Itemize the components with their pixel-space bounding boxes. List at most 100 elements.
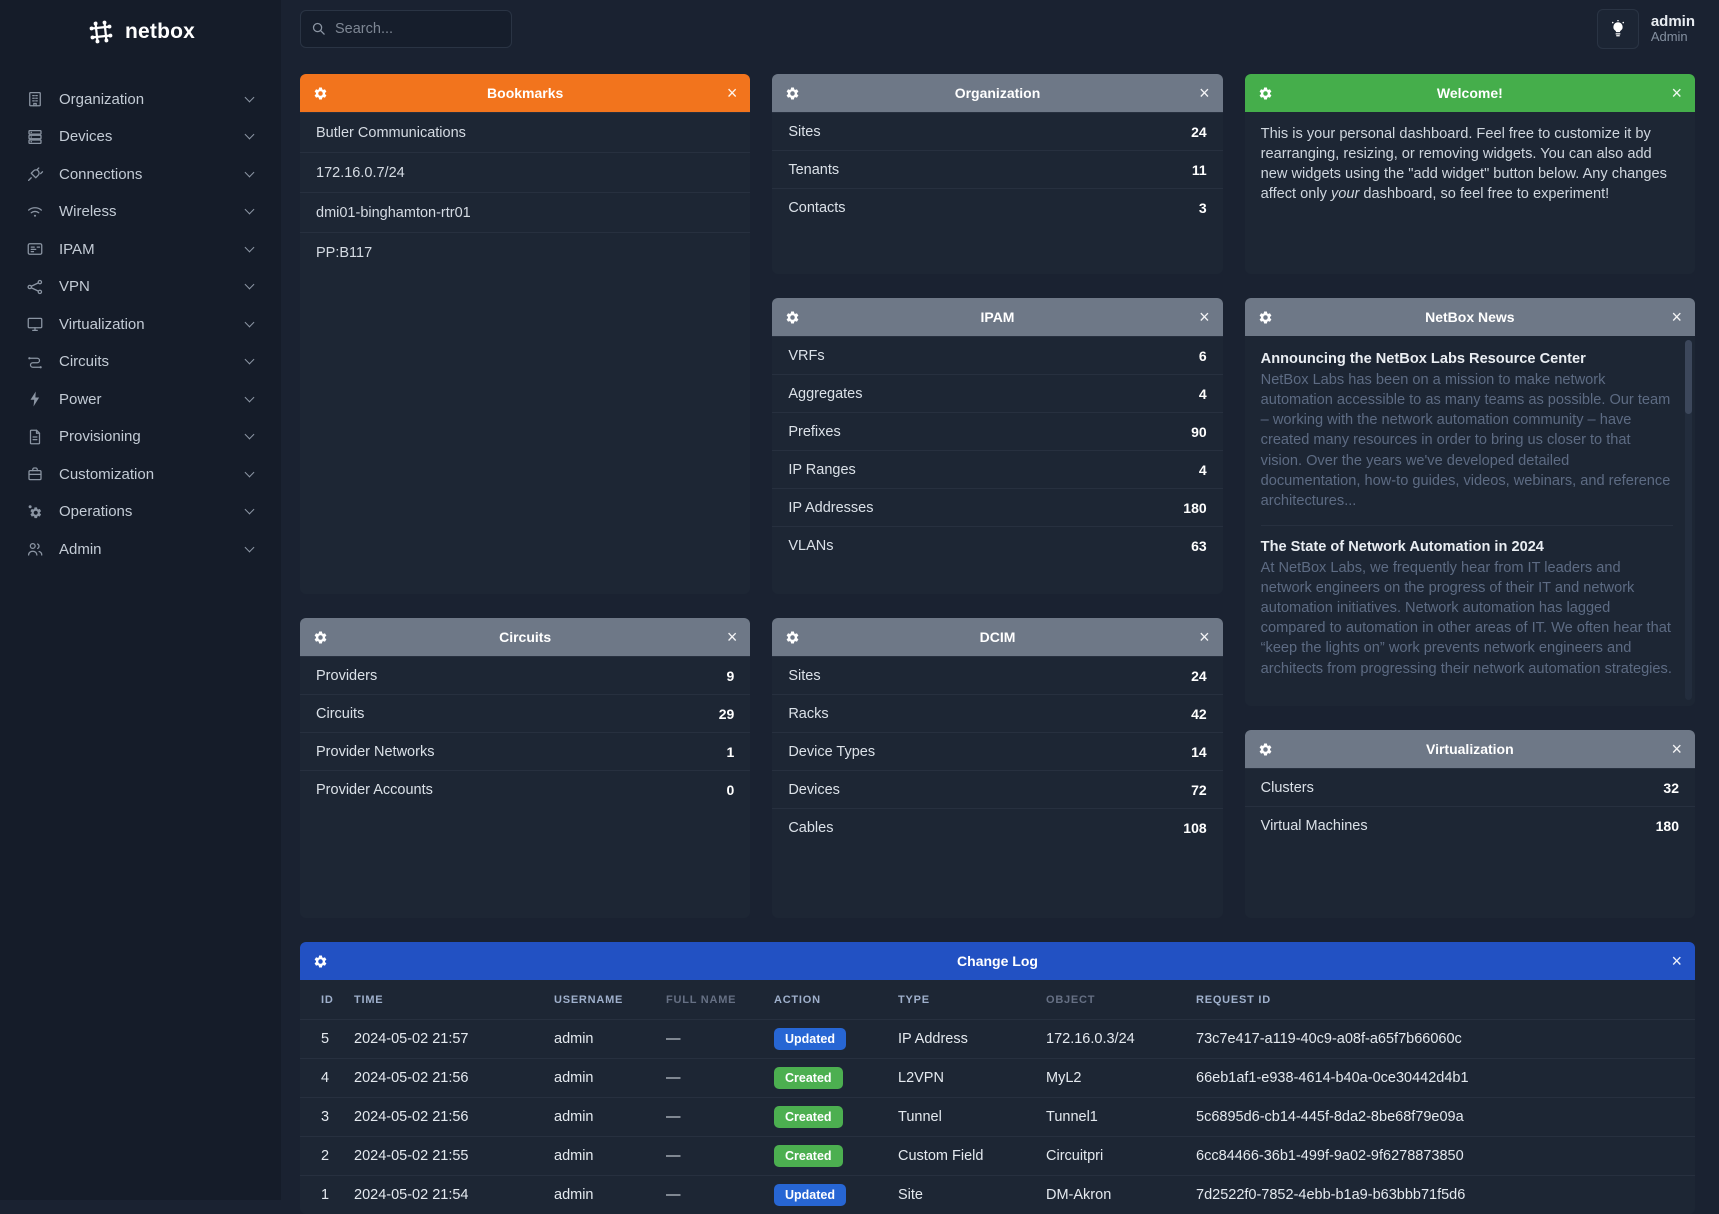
bookmark-link[interactable]: dmi01-binghamton-rtr01 bbox=[300, 192, 750, 232]
sidebar-item-connections[interactable]: Connections bbox=[24, 157, 261, 191]
close-icon[interactable]: × bbox=[1195, 308, 1210, 326]
close-icon[interactable]: × bbox=[1667, 308, 1682, 326]
stat-label-link[interactable]: Tenants bbox=[788, 162, 839, 178]
stat-label-link[interactable]: Providers bbox=[316, 668, 377, 684]
change-id-link[interactable]: 1 bbox=[300, 1176, 344, 1214]
user-name: admin bbox=[1651, 13, 1695, 30]
column-header-request-id[interactable]: REQUEST ID bbox=[1186, 980, 1695, 1020]
close-icon[interactable]: × bbox=[1195, 84, 1210, 102]
change-id-link[interactable]: 5 bbox=[300, 1020, 344, 1059]
stat-label-link[interactable]: IP Addresses bbox=[788, 500, 873, 516]
sidebar-item-wireless[interactable]: Wireless bbox=[24, 195, 261, 229]
change-time-link[interactable]: 2024-05-02 21:55 bbox=[344, 1137, 544, 1176]
change-request-id-link[interactable]: 5c6895d6-cb14-445f-8da2-8be68f79e09a bbox=[1186, 1098, 1695, 1137]
lightbulb-icon bbox=[1609, 20, 1627, 38]
stat-label-link[interactable]: IP Ranges bbox=[788, 462, 855, 478]
news-article: Announcing the NetBox Labs Resource Cent… bbox=[1261, 338, 1673, 525]
close-icon[interactable]: × bbox=[1195, 628, 1210, 646]
change-request-id-link[interactable]: 6cc84466-36b1-499f-9a02-9f6278873850 bbox=[1186, 1137, 1695, 1176]
gear-icon[interactable] bbox=[785, 630, 800, 645]
change-object-link[interactable]: Circuitpri bbox=[1036, 1137, 1186, 1176]
scrollbar-track[interactable] bbox=[1685, 340, 1692, 700]
change-time-link[interactable]: 2024-05-02 21:56 bbox=[344, 1098, 544, 1137]
stat-label-link[interactable]: Virtual Machines bbox=[1261, 818, 1368, 834]
stat-label-link[interactable]: Prefixes bbox=[788, 424, 840, 440]
sidebar-item-operations[interactable]: Operations bbox=[24, 495, 261, 529]
change-object-link[interactable]: Tunnel1 bbox=[1036, 1098, 1186, 1137]
table-header-row: ID TIME USERNAME FULL NAME ACTION TYPE O… bbox=[300, 980, 1695, 1020]
chevron-down-icon bbox=[245, 392, 255, 402]
change-type: L2VPN bbox=[888, 1059, 1036, 1098]
change-request-id-link[interactable]: 66eb1af1-e938-4614-b40a-0ce30442d4b1 bbox=[1186, 1059, 1695, 1098]
netbox-logo[interactable]: netbox bbox=[0, 0, 281, 58]
bolt-icon bbox=[26, 390, 44, 408]
gear-icon[interactable] bbox=[1258, 86, 1273, 101]
gear-icon[interactable] bbox=[313, 86, 328, 101]
column-header-username[interactable]: USERNAME bbox=[544, 980, 656, 1020]
gear-icon[interactable] bbox=[1258, 310, 1273, 325]
close-icon[interactable]: × bbox=[722, 628, 737, 646]
search-input[interactable] bbox=[300, 10, 512, 48]
sidebar-item-provisioning[interactable]: Provisioning bbox=[24, 420, 261, 454]
gear-icon[interactable] bbox=[313, 954, 328, 969]
change-object-link[interactable]: DM-Akron bbox=[1036, 1176, 1186, 1214]
bookmark-link[interactable]: PP:B117 bbox=[300, 232, 750, 272]
close-icon[interactable]: × bbox=[1667, 84, 1682, 102]
change-object-link[interactable]: 172.16.0.3/24 bbox=[1036, 1020, 1186, 1059]
gear-icon[interactable] bbox=[313, 630, 328, 645]
gear-icon[interactable] bbox=[1258, 742, 1273, 757]
stat-label-link[interactable]: Devices bbox=[788, 782, 840, 798]
stat-label-link[interactable]: VLANs bbox=[788, 538, 833, 554]
change-request-id-link[interactable]: 7d2522f0-7852-4ebb-b1a9-b63bbb71f5d6 bbox=[1186, 1176, 1695, 1214]
column-header-type[interactable]: TYPE bbox=[888, 980, 1036, 1020]
stat-label-link[interactable]: Provider Accounts bbox=[316, 782, 433, 798]
stat-label-link[interactable]: VRFs bbox=[788, 348, 824, 364]
close-icon[interactable]: × bbox=[1667, 952, 1682, 970]
gear-icon[interactable] bbox=[785, 86, 800, 101]
change-id-link[interactable]: 2 bbox=[300, 1137, 344, 1176]
stat-value: 9 bbox=[727, 668, 735, 684]
stat-label-link[interactable]: Sites bbox=[788, 124, 820, 140]
column-header-id[interactable]: ID bbox=[300, 980, 344, 1020]
stat-row: Virtual Machines 180 bbox=[1245, 806, 1695, 844]
sidebar-item-admin[interactable]: Admin bbox=[24, 532, 261, 566]
sidebar-item-virtualization[interactable]: Virtualization bbox=[24, 307, 261, 341]
scrollbar-thumb[interactable] bbox=[1685, 340, 1692, 414]
change-object-link[interactable]: MyL2 bbox=[1036, 1059, 1186, 1098]
gear-icon[interactable] bbox=[785, 310, 800, 325]
sidebar-item-circuits[interactable]: Circuits bbox=[24, 345, 261, 379]
news-article-title[interactable]: Announcing the NetBox Labs Resource Cent… bbox=[1261, 351, 1673, 367]
stat-label-link[interactable]: Circuits bbox=[316, 706, 364, 722]
sidebar-item-organization[interactable]: Organization bbox=[24, 82, 261, 116]
change-time-link[interactable]: 2024-05-02 21:56 bbox=[344, 1059, 544, 1098]
organization-widget: Organization × Sites 24 Tenants 11 Conta… bbox=[772, 74, 1222, 274]
close-icon[interactable]: × bbox=[1667, 740, 1682, 758]
bookmark-link[interactable]: 172.16.0.7/24 bbox=[300, 152, 750, 192]
column-header-time[interactable]: TIME bbox=[344, 980, 544, 1020]
bookmark-link[interactable]: Butler Communications bbox=[300, 112, 750, 152]
news-article-title[interactable]: The State of Network Automation in 2024 bbox=[1261, 539, 1673, 555]
stat-label-link[interactable]: Contacts bbox=[788, 200, 845, 216]
sidebar-item-ipam[interactable]: IPAM bbox=[24, 232, 261, 266]
stat-label-link[interactable]: Cables bbox=[788, 820, 833, 836]
sidebar-item-vpn[interactable]: VPN bbox=[24, 270, 261, 304]
change-id-link[interactable]: 4 bbox=[300, 1059, 344, 1098]
close-icon[interactable]: × bbox=[722, 84, 737, 102]
theme-toggle-button[interactable] bbox=[1597, 9, 1639, 49]
sidebar-item-power[interactable]: Power bbox=[24, 382, 261, 416]
column-header-action[interactable]: ACTION bbox=[764, 980, 888, 1020]
stat-label-link[interactable]: Device Types bbox=[788, 744, 875, 760]
stat-label-link[interactable]: Clusters bbox=[1261, 780, 1314, 796]
stat-label-link[interactable]: Aggregates bbox=[788, 386, 862, 402]
change-time-link[interactable]: 2024-05-02 21:57 bbox=[344, 1020, 544, 1059]
user-menu[interactable]: admin Admin bbox=[1651, 13, 1695, 45]
stat-label-link[interactable]: Sites bbox=[788, 668, 820, 684]
sidebar-item-customization[interactable]: Customization bbox=[24, 457, 261, 491]
sidebar-item-devices[interactable]: Devices bbox=[24, 120, 261, 154]
change-time-link[interactable]: 2024-05-02 21:54 bbox=[344, 1176, 544, 1214]
change-id-link[interactable]: 3 bbox=[300, 1098, 344, 1137]
stat-label-link[interactable]: Racks bbox=[788, 706, 828, 722]
change-request-id-link[interactable]: 73c7e417-a119-40c9-a08f-a65f7b66060c bbox=[1186, 1020, 1695, 1059]
changelog-widget-header: Change Log × bbox=[300, 942, 1695, 980]
stat-label-link[interactable]: Provider Networks bbox=[316, 744, 434, 760]
